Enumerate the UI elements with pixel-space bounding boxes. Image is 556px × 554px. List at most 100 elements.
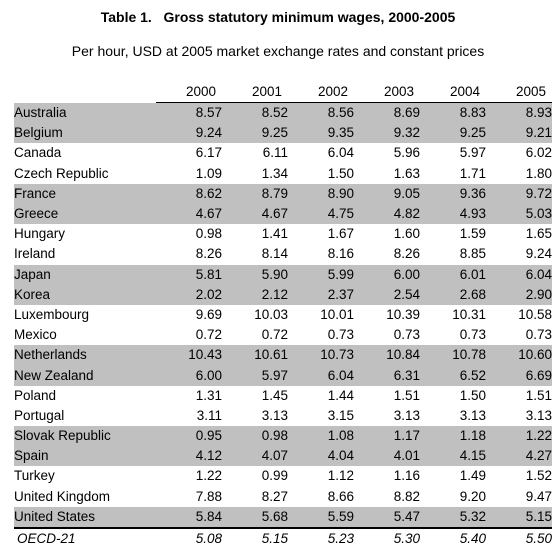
value-cell: 5.15 [486, 506, 552, 529]
value-cell: 0.73 [459, 327, 486, 343]
value-cell: 8.82 [393, 488, 420, 504]
value-cell: 1.50 [459, 387, 486, 403]
value-cell: 1.51 [525, 387, 552, 403]
table-row: Czech Republic 1.09 1.34 1.50 1.63 1.71 1.80 [14, 164, 552, 184]
country-cell: Ireland [14, 246, 56, 262]
value-cell: 5.96 [393, 145, 420, 161]
value-cell: 4.75 [288, 203, 354, 225]
value-cell: 10.73 [288, 345, 354, 366]
value-cell: 1.49 [459, 468, 486, 484]
table-row: Korea 2.02 2.12 2.37 2.54 2.68 2.90 [14, 284, 552, 305]
average-value: 5.23 [327, 530, 354, 546]
value-cell: 4.82 [354, 203, 420, 225]
value-cell: 2.12 [222, 284, 288, 305]
value-cell: 0.73 [393, 327, 420, 343]
value-cell: 0.72 [195, 327, 222, 343]
value-cell: 9.24 [525, 246, 552, 262]
country-cell: Luxembourg [14, 306, 90, 322]
value-cell: 10.58 [518, 306, 552, 322]
value-cell: 2.54 [354, 284, 420, 305]
header-year: 2003 [354, 82, 420, 103]
value-cell: 4.15 [420, 446, 486, 467]
value-cell: 9.69 [195, 306, 222, 322]
country-cell: Spain [14, 446, 156, 467]
header-year: 2002 [288, 82, 354, 103]
value-cell: 4.07 [222, 446, 288, 467]
value-cell: 9.32 [354, 123, 420, 144]
value-cell: 6.04 [486, 264, 552, 285]
value-cell: 1.16 [393, 468, 420, 484]
table-row: Japan 5.81 5.90 5.99 6.00 6.01 6.04 [14, 264, 552, 285]
value-cell: 4.04 [288, 446, 354, 467]
table-row: Portugal 3.11 3.13 3.15 3.13 3.13 3.13 [14, 406, 552, 426]
table-row: Hungary 0.98 1.41 1.67 1.60 1.59 1.65 [14, 224, 552, 244]
header-year: 2001 [222, 82, 288, 103]
value-cell: 1.22 [486, 426, 552, 447]
value-cell: 6.17 [195, 145, 222, 161]
value-cell: 4.67 [156, 203, 222, 225]
average-value: 5.30 [393, 530, 420, 546]
value-cell: 9.36 [420, 183, 486, 204]
value-cell: 8.57 [156, 102, 222, 124]
value-cell: 5.97 [459, 145, 486, 161]
average-value: 5.08 [195, 530, 222, 546]
value-cell: 3.15 [327, 407, 354, 423]
minimum-wages-table: 2000 2001 2002 2003 2004 2005 Australia 8… [14, 82, 552, 549]
value-cell: 5.47 [354, 506, 420, 529]
value-cell: 9.25 [420, 123, 486, 144]
value-cell: 9.24 [156, 123, 222, 144]
value-cell: 6.00 [354, 264, 420, 285]
value-cell: 8.26 [393, 246, 420, 262]
value-cell: 8.14 [261, 246, 288, 262]
value-cell: 0.95 [156, 426, 222, 447]
value-cell: 8.27 [261, 488, 288, 504]
country-cell: Canada [14, 145, 62, 161]
value-cell: 8.62 [156, 183, 222, 204]
value-cell: 1.12 [327, 468, 354, 484]
value-cell: 5.97 [222, 365, 288, 386]
value-cell: 6.01 [420, 264, 486, 285]
value-cell: 3.13 [261, 407, 288, 423]
value-cell: 6.31 [354, 365, 420, 386]
value-cell: 9.47 [525, 488, 552, 504]
table-body: Australia 8.57 8.52 8.56 8.69 8.83 8.93 Belgium… [14, 102, 552, 529]
value-cell: 6.52 [420, 365, 486, 386]
header-country [14, 82, 156, 103]
value-cell: 1.22 [195, 468, 222, 484]
value-cell: 2.68 [420, 284, 486, 305]
value-cell: 2.37 [288, 284, 354, 305]
country-cell: United Kingdom [14, 488, 111, 504]
table-row: France 8.62 8.79 8.90 9.05 9.36 9.72 [14, 183, 552, 204]
value-cell: 1.17 [354, 426, 420, 447]
value-cell: 5.03 [486, 203, 552, 225]
value-cell: 1.34 [261, 165, 288, 181]
value-cell: 10.03 [254, 306, 288, 322]
value-cell: 1.41 [261, 226, 288, 242]
country-cell: France [14, 183, 156, 204]
value-cell: 0.72 [261, 327, 288, 343]
value-cell: 4.01 [354, 446, 420, 467]
value-cell: 3.13 [459, 407, 486, 423]
value-cell: 1.09 [195, 165, 222, 181]
country-cell: Czech Republic [14, 165, 109, 181]
average-value: 5.15 [261, 530, 288, 546]
value-cell: 5.84 [156, 506, 222, 529]
value-cell: 5.68 [222, 506, 288, 529]
value-cell: 3.13 [525, 407, 552, 423]
table-row: Ireland 8.26 8.14 8.16 8.26 8.85 9.24 [14, 244, 552, 264]
value-cell: 6.11 [262, 145, 288, 161]
value-cell: 8.83 [420, 102, 486, 124]
value-cell: 4.67 [222, 203, 288, 225]
table-row: Luxembourg 9.69 10.03 10.01 10.39 10.31 10.58 [14, 305, 552, 325]
header-row: 2000 2001 2002 2003 2004 2005 [14, 82, 552, 103]
value-cell: 5.90 [222, 264, 288, 285]
average-label: OECD-21 [17, 530, 76, 546]
value-cell: 1.65 [525, 226, 552, 242]
value-cell: 3.11 [196, 407, 222, 423]
value-cell: 0.73 [327, 327, 354, 343]
value-cell: 10.43 [156, 345, 222, 366]
value-cell: 6.69 [486, 365, 552, 386]
value-cell: 9.05 [354, 183, 420, 204]
value-cell: 8.56 [288, 102, 354, 124]
